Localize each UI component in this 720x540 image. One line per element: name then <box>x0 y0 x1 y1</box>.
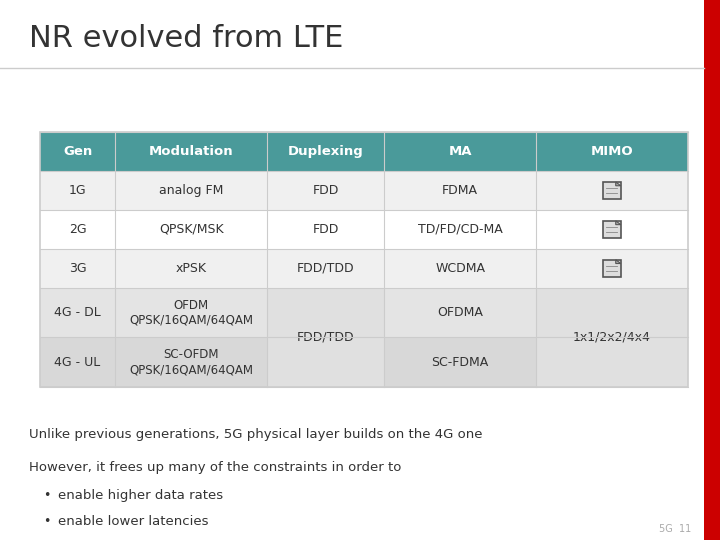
Polygon shape <box>616 260 621 264</box>
Text: SC-OFDM
QPSK/16QAM/64QAM: SC-OFDM QPSK/16QAM/64QAM <box>130 348 253 376</box>
Text: Unlike previous generations, 5G physical layer builds on the 4G one: Unlike previous generations, 5G physical… <box>29 428 482 441</box>
Text: 3G: 3G <box>68 262 86 275</box>
Text: FDD/TDD: FDD/TDD <box>297 262 354 275</box>
Text: 4G - DL: 4G - DL <box>54 306 101 319</box>
FancyBboxPatch shape <box>536 288 688 387</box>
Text: OFDM
QPSK/16QAM/64QAM: OFDM QPSK/16QAM/64QAM <box>130 299 253 327</box>
Text: NR evolved from LTE: NR evolved from LTE <box>29 24 343 53</box>
Text: •: • <box>43 489 50 502</box>
FancyBboxPatch shape <box>603 221 621 238</box>
Text: 4G - UL: 4G - UL <box>55 356 101 369</box>
Text: 5G  11: 5G 11 <box>659 523 691 534</box>
Text: 1G: 1G <box>68 184 86 197</box>
FancyBboxPatch shape <box>40 171 688 210</box>
FancyBboxPatch shape <box>40 210 688 249</box>
Polygon shape <box>616 221 621 225</box>
Text: Duplexing: Duplexing <box>288 145 364 158</box>
FancyBboxPatch shape <box>40 338 688 387</box>
Text: FDD/TDD: FDD/TDD <box>297 331 354 344</box>
Text: 2G: 2G <box>68 223 86 236</box>
Text: WCDMA: WCDMA <box>435 262 485 275</box>
Text: OFDMA: OFDMA <box>437 306 483 319</box>
Text: FDD: FDD <box>312 223 339 236</box>
Text: FDMA: FDMA <box>442 184 478 197</box>
Text: enable higher data rates: enable higher data rates <box>58 489 222 502</box>
Text: analog FM: analog FM <box>159 184 223 197</box>
FancyBboxPatch shape <box>704 0 720 540</box>
Text: TD/FD/CD-MA: TD/FD/CD-MA <box>418 223 503 236</box>
Text: Gen: Gen <box>63 145 92 158</box>
Text: FDD: FDD <box>312 184 339 197</box>
FancyBboxPatch shape <box>40 288 688 338</box>
Text: 1x1/2x2/4x4: 1x1/2x2/4x4 <box>573 331 651 344</box>
FancyBboxPatch shape <box>40 249 688 288</box>
Text: Modulation: Modulation <box>149 145 233 158</box>
Text: However, it frees up many of the constraints in order to: However, it frees up many of the constra… <box>29 461 401 474</box>
Text: •: • <box>43 515 50 528</box>
FancyBboxPatch shape <box>40 132 688 171</box>
FancyBboxPatch shape <box>603 260 621 277</box>
Text: enable lower latencies: enable lower latencies <box>58 515 208 528</box>
Text: SC-FDMA: SC-FDMA <box>431 356 489 369</box>
FancyBboxPatch shape <box>267 288 384 387</box>
Text: QPSK/MSK: QPSK/MSK <box>159 223 224 236</box>
Text: MIMO: MIMO <box>590 145 633 158</box>
Text: MA: MA <box>449 145 472 158</box>
FancyBboxPatch shape <box>603 182 621 199</box>
Text: xPSK: xPSK <box>176 262 207 275</box>
Polygon shape <box>616 182 621 186</box>
